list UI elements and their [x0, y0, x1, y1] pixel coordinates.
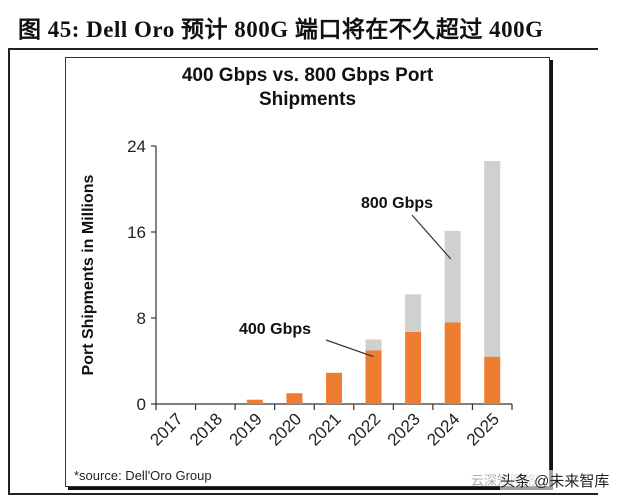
bar-segment — [484, 161, 501, 357]
bar-segment — [365, 350, 382, 404]
bar-segment — [484, 356, 501, 404]
frame-left-rule — [8, 48, 10, 494]
y-axis-label: Port Shipments in Millions — [80, 174, 97, 375]
y-tick-label: 0 — [137, 395, 146, 414]
bar-chart: 0 8 16 24 Port Shipments in Millions 2017 2018… — [80, 137, 513, 450]
y-tick-label: 8 — [137, 309, 146, 328]
x-tick-label: 2025 — [463, 409, 503, 449]
bar-segment — [444, 230, 461, 323]
x-tick-label: 2023 — [384, 409, 424, 449]
x-tick-label: 2017 — [146, 409, 186, 449]
chart-title-line2: Shipments — [258, 89, 357, 110]
y-tick-label: 24 — [127, 137, 146, 156]
bar-segment — [326, 372, 342, 404]
x-tick-label: 2020 — [265, 409, 305, 449]
chart-title-line1: 400 Gbps vs. 800 Gbps Port — [181, 65, 434, 86]
watermark: 头条 @未来智库 — [500, 470, 610, 491]
x-tick-label: 2021 — [305, 409, 345, 449]
figure-title: 图 45: Dell Oro 预计 800G 端口将在不久超过 400G — [18, 17, 544, 42]
bar-segment — [365, 339, 382, 351]
y-tick-label: 16 — [127, 223, 146, 242]
bar-segment — [444, 322, 461, 404]
chart-title: 400 Gbps vs. 800 Gbps Port Shipments — [66, 64, 549, 112]
frame-bottom-rule — [8, 493, 598, 495]
x-tick-label: 2024 — [423, 409, 463, 449]
bar-segment — [246, 399, 263, 404]
annotation-800: 800 Gbps — [361, 195, 433, 212]
source-note: *source: Dell'Oro Group — [74, 468, 212, 483]
bar-segment — [405, 331, 422, 404]
x-tick-label: 2019 — [226, 409, 266, 449]
chart-container: 400 Gbps vs. 800 Gbps Port Shipments 0 8 1… — [65, 57, 550, 488]
frame-top-rule — [8, 48, 598, 50]
bar-segment — [405, 294, 422, 332]
x-tick-label: 2022 — [344, 409, 384, 449]
bar-segment — [286, 393, 303, 404]
x-tick-label: 2018 — [186, 409, 226, 449]
annotation-400: 400 Gbps — [239, 321, 311, 338]
